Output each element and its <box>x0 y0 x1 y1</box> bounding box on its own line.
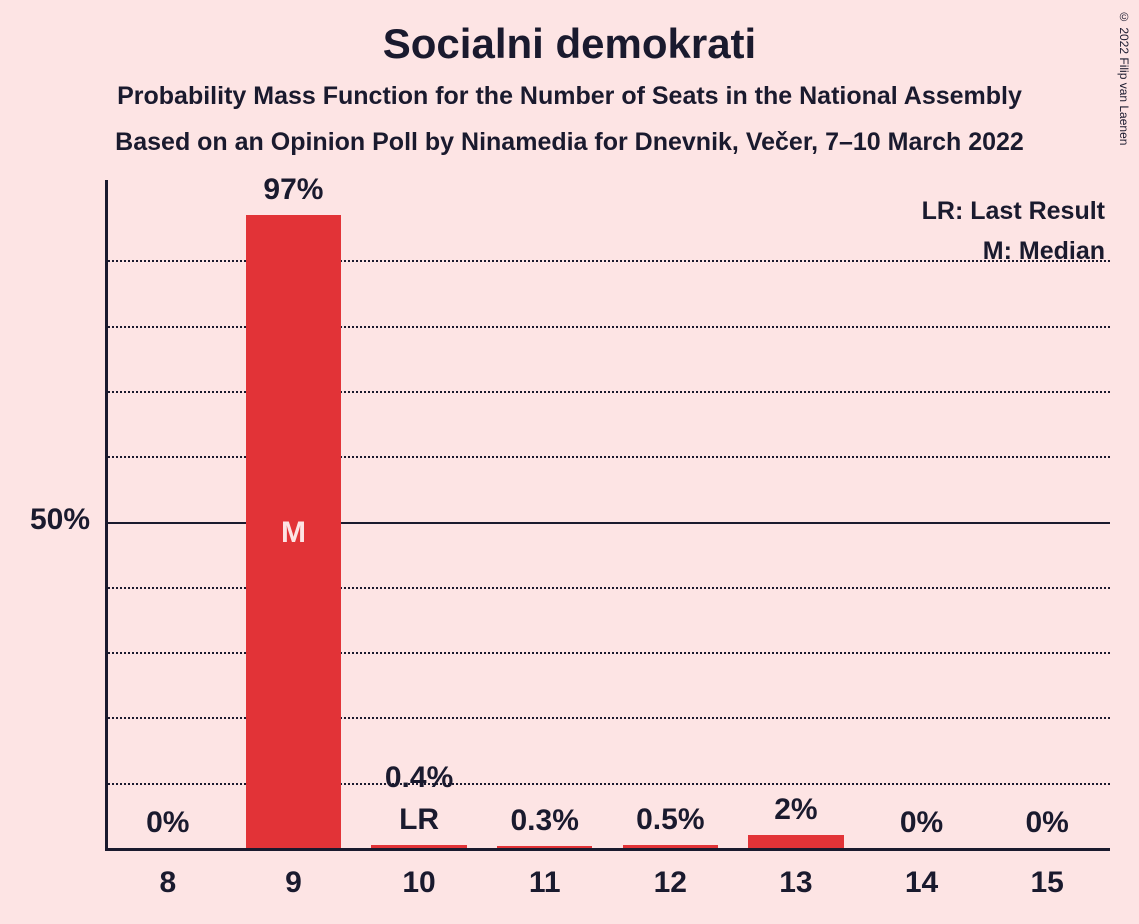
x-axis <box>105 848 1110 851</box>
legend-lr: LR: Last Result <box>922 197 1105 226</box>
y-axis <box>105 180 108 848</box>
x-axis-tick: 13 <box>733 866 859 900</box>
y-axis-label: 50% <box>0 503 90 537</box>
bar-value-label: 2% <box>733 793 859 827</box>
bar-value-label: 0.5% <box>608 803 734 837</box>
bar-value-label: 0% <box>105 806 231 840</box>
bar-value-label: 0% <box>984 806 1110 840</box>
bar <box>748 835 843 848</box>
x-axis-tick: 14 <box>859 866 985 900</box>
x-axis-tick: 15 <box>984 866 1110 900</box>
chart-title: Socialni demokrati <box>0 20 1139 68</box>
x-axis-tick: 12 <box>608 866 734 900</box>
x-axis-tick: 9 <box>231 866 357 900</box>
x-axis-tick: 8 <box>105 866 231 900</box>
chart-subtitle-1: Probability Mass Function for the Number… <box>0 82 1139 111</box>
bar-value-label: 0% <box>859 806 985 840</box>
chart-subtitle-2: Based on an Opinion Poll by Ninamedia fo… <box>0 128 1139 157</box>
bar-value-label: 97% <box>231 173 357 207</box>
chart-root: © 2022 Filip van LaenenSocialni demokrat… <box>0 0 1139 924</box>
x-axis-tick: 10 <box>356 866 482 900</box>
bar-value-label: 0.3% <box>482 804 608 838</box>
x-axis-tick: 11 <box>482 866 608 900</box>
bar-value-label: 0.4% <box>356 761 482 795</box>
bar-marker-m: M <box>231 516 357 550</box>
bar-marker-lr: LR <box>356 803 482 837</box>
